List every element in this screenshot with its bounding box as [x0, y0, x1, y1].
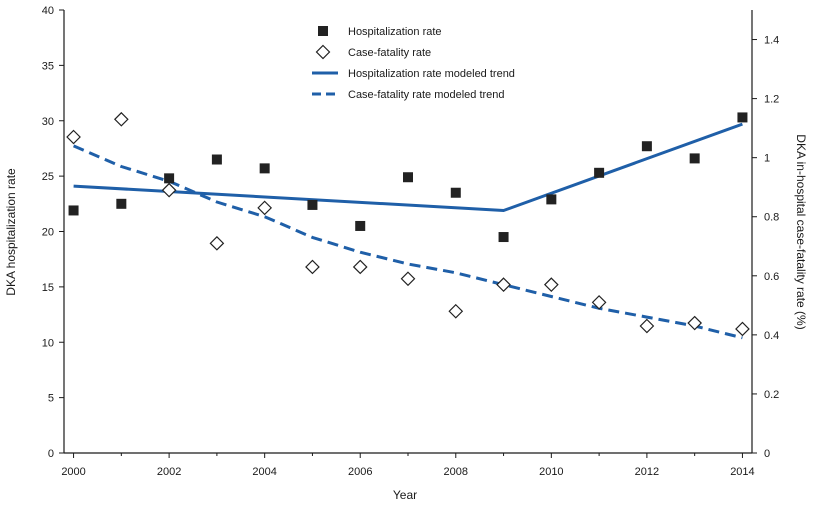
hospitalization-rate-point [259, 163, 270, 174]
x-tick-label: 2010 [539, 466, 563, 478]
left-y-tick-label: 0 [48, 448, 54, 460]
left-y-axis-title: DKA hospitalization rate [4, 168, 18, 296]
legend-square-symbol [318, 26, 328, 36]
case-fatality-rate-point [209, 235, 225, 251]
hospitalization-rate-point [641, 141, 652, 152]
hospitalization-rate-point [546, 194, 557, 205]
hospitalization-rate-point [211, 154, 222, 165]
legend-diamond-symbol [315, 44, 331, 60]
left-y-tick-label: 35 [42, 60, 54, 72]
legend-label: Case-fatality rate modeled trend [348, 89, 505, 101]
hospitalization-rate-point [307, 199, 318, 210]
right-y-tick-label: 0 [764, 448, 770, 460]
x-tick-label: 2008 [444, 466, 468, 478]
hospitalization-rate-point [450, 187, 461, 198]
case-fatality-rate-point [543, 277, 559, 293]
case-fatality-rate-point [448, 303, 464, 319]
case-fatality-rate-point [687, 315, 703, 331]
right-y-tick-label: 0.2 [764, 389, 779, 401]
markers-group [66, 111, 750, 337]
hospitalization-trend-line [73, 122, 743, 212]
case-fatality-rate-point [496, 277, 511, 293]
case-fatality-rate-point [113, 111, 129, 127]
left-y-tick-label: 25 [42, 171, 54, 183]
hospitalization-rate-point [164, 173, 175, 184]
hospitalization-rate-point [116, 198, 127, 209]
right-y-tick-label: 0.4 [764, 330, 779, 342]
x-tick-label: 2004 [252, 466, 276, 478]
case-fatality-rate-point [400, 271, 416, 287]
hospitalization-rate-point [594, 167, 605, 178]
ticks-group: 2000 2002 2004 2006 2008 2010 2012 201405101520… [42, 5, 780, 478]
case-fatality-rate-point [735, 321, 750, 337]
case-fatality-rate-point [66, 129, 81, 145]
hospitalization-rate-point [498, 232, 509, 243]
hospitalization-rate-point [68, 205, 79, 216]
left-y-tick-label: 15 [42, 282, 54, 294]
x-tick-label: 2006 [348, 466, 372, 478]
right-y-tick-label: 0.8 [764, 212, 779, 224]
hospitalization-rate-point [403, 172, 413, 183]
left-y-tick-label: 40 [42, 5, 54, 17]
case-fatality-rate-point [639, 318, 655, 334]
left-y-tick-label: 20 [42, 227, 54, 239]
legend-label: Hospitalization rate modeled trend [348, 68, 515, 80]
right-y-axis-title: DKA in-hospital case-fatality rate (%) [794, 134, 808, 329]
trend-lines-group [73, 122, 743, 340]
case-fatality-rate-point [161, 182, 177, 198]
left-y-tick-label: 30 [42, 116, 54, 128]
x-tick-label: 2014 [730, 466, 754, 478]
case-fatality-rate-point [257, 200, 273, 216]
x-tick-label: 2002 [157, 466, 181, 478]
right-y-tick-label: 1.4 [764, 35, 779, 47]
x-axis-title: Year [393, 488, 417, 502]
right-y-tick-label: 1 [764, 153, 770, 165]
hospitalization-rate-point [737, 112, 748, 123]
legend-label: Case-fatality rate [348, 47, 431, 59]
legend-label: Hospitalization rate [348, 26, 442, 38]
case-fatality-rate-point [591, 295, 607, 310]
case-fatality-rate-point [305, 259, 320, 275]
left-y-tick-label: 10 [42, 337, 54, 349]
left-y-tick-label: 5 [48, 393, 54, 405]
right-y-tick-label: 1.2 [764, 94, 779, 106]
legend: Hospitalization rate Case-fatality rate Ho… [312, 26, 515, 101]
hospitalization-rate-point [689, 153, 700, 164]
case-fatality-rate-point [352, 259, 368, 275]
right-y-tick-label: 0.6 [764, 271, 779, 283]
x-tick-label: 2000 [61, 466, 85, 478]
x-tick-label: 2012 [635, 466, 659, 478]
case-fatality-trend-line [73, 144, 743, 340]
hospitalization-rate-point [355, 220, 366, 231]
